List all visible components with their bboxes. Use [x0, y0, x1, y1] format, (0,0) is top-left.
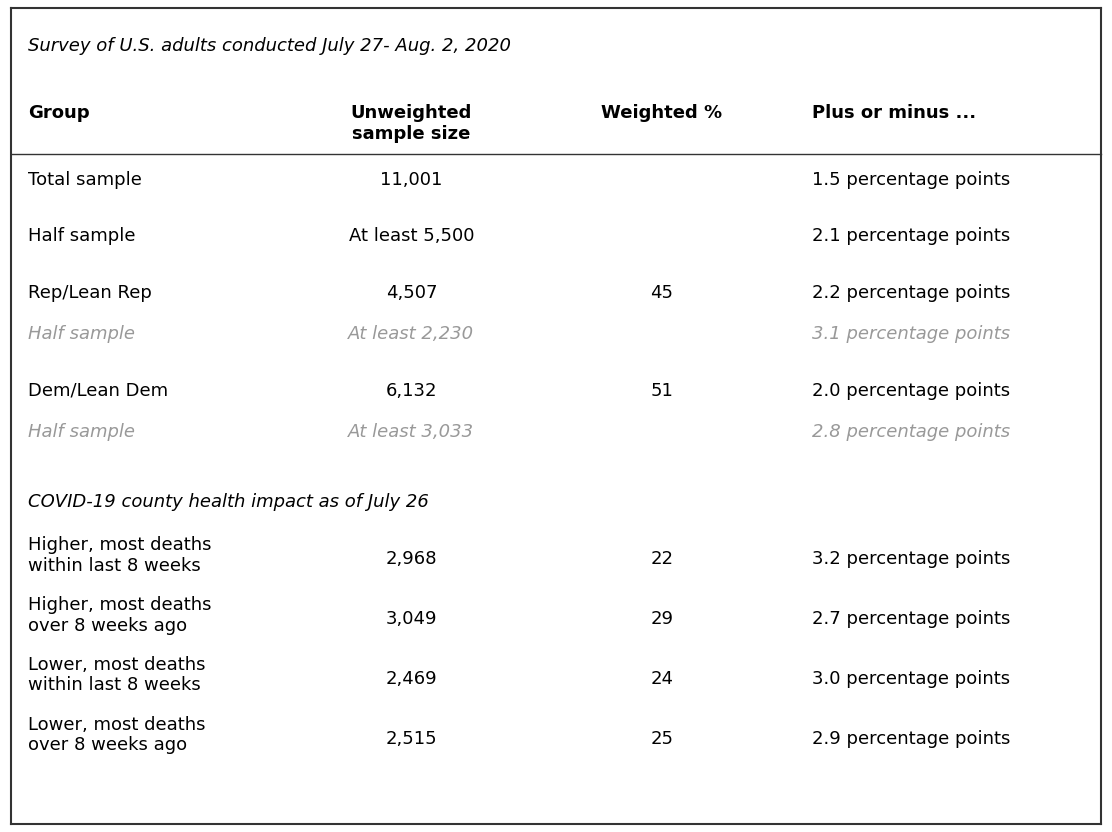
Text: Higher, most deaths
within last 8 weeks: Higher, most deaths within last 8 weeks [28, 536, 211, 575]
Text: 22: 22 [651, 550, 673, 568]
Text: 2,515: 2,515 [386, 730, 437, 748]
Text: 11,001: 11,001 [380, 171, 443, 189]
Text: Rep/Lean Rep: Rep/Lean Rep [28, 284, 151, 302]
Text: 3.0 percentage points: 3.0 percentage points [812, 670, 1010, 688]
Text: 3,049: 3,049 [386, 610, 437, 628]
Text: Higher, most deaths
over 8 weeks ago: Higher, most deaths over 8 weeks ago [28, 596, 211, 635]
Text: At least 2,230: At least 2,230 [348, 325, 475, 344]
Text: Group: Group [28, 104, 89, 122]
Text: 45: 45 [651, 284, 673, 302]
Text: COVID-19 county health impact as of July 26: COVID-19 county health impact as of July… [28, 493, 428, 511]
Text: 51: 51 [651, 382, 673, 400]
Text: 2.2 percentage points: 2.2 percentage points [812, 284, 1010, 302]
Text: 6,132: 6,132 [386, 382, 437, 400]
Text: 2.1 percentage points: 2.1 percentage points [812, 227, 1010, 245]
Text: 2.9 percentage points: 2.9 percentage points [812, 730, 1010, 748]
Text: 2,469: 2,469 [386, 670, 437, 688]
Text: 4,507: 4,507 [386, 284, 437, 302]
Text: 2.8 percentage points: 2.8 percentage points [812, 423, 1010, 442]
Text: Half sample: Half sample [28, 325, 135, 344]
Text: Lower, most deaths
over 8 weeks ago: Lower, most deaths over 8 weeks ago [28, 716, 206, 755]
Text: 2,968: 2,968 [386, 550, 437, 568]
Text: Weighted %: Weighted % [602, 104, 722, 122]
Text: Survey of U.S. adults conducted July 27- Aug. 2, 2020: Survey of U.S. adults conducted July 27-… [28, 37, 510, 56]
Text: 29: 29 [651, 610, 673, 628]
Text: 1.5 percentage points: 1.5 percentage points [812, 171, 1010, 189]
Text: Dem/Lean Dem: Dem/Lean Dem [28, 382, 168, 400]
Text: At least 3,033: At least 3,033 [348, 423, 475, 442]
Text: Unweighted
sample size: Unweighted sample size [350, 104, 473, 143]
Text: At least 5,500: At least 5,500 [349, 227, 474, 245]
Text: 3.1 percentage points: 3.1 percentage points [812, 325, 1010, 344]
Text: Lower, most deaths
within last 8 weeks: Lower, most deaths within last 8 weeks [28, 656, 206, 695]
Text: 25: 25 [651, 730, 673, 748]
Text: 2.7 percentage points: 2.7 percentage points [812, 610, 1010, 628]
Text: Half sample: Half sample [28, 423, 135, 442]
Text: 3.2 percentage points: 3.2 percentage points [812, 550, 1010, 568]
Text: Plus or minus ...: Plus or minus ... [812, 104, 976, 122]
Text: Half sample: Half sample [28, 227, 136, 245]
Text: 2.0 percentage points: 2.0 percentage points [812, 382, 1010, 400]
Text: 24: 24 [651, 670, 673, 688]
Text: Total sample: Total sample [28, 171, 141, 189]
